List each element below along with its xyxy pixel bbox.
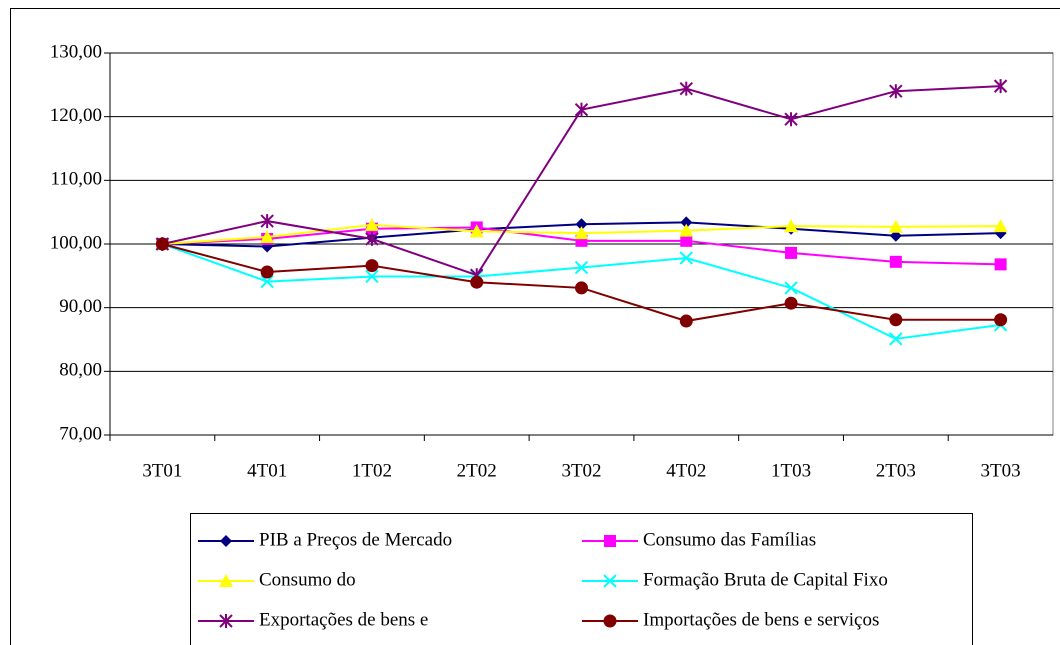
marker xyxy=(889,313,903,327)
marker xyxy=(784,296,798,310)
marker xyxy=(365,259,379,273)
marker xyxy=(994,313,1008,327)
y-tick-label: 70,00 xyxy=(59,423,102,444)
x-tick-label: 4T02 xyxy=(666,460,706,481)
marker xyxy=(889,332,903,346)
legend-label: Exportações de bens e xyxy=(259,609,428,630)
marker xyxy=(784,112,798,127)
marker xyxy=(364,217,379,231)
chart-frame xyxy=(10,8,1060,645)
marker xyxy=(219,614,233,628)
x-tick-label: 3T03 xyxy=(981,460,1021,481)
x-tick-label: 1T03 xyxy=(771,460,811,481)
marker xyxy=(889,255,902,268)
marker xyxy=(220,535,232,547)
marker xyxy=(260,229,275,243)
marker xyxy=(365,231,379,246)
marker xyxy=(784,219,799,233)
marker xyxy=(889,84,903,99)
marker xyxy=(603,614,617,628)
legend-label: Consumo das Famílias xyxy=(643,529,816,550)
marker xyxy=(994,258,1007,271)
legend-label: Consumo do xyxy=(259,569,356,590)
x-tick-label: 3T02 xyxy=(561,460,601,481)
y-tick-label: 130,00 xyxy=(50,41,102,62)
marker xyxy=(679,251,693,265)
marker xyxy=(993,219,1008,233)
marker xyxy=(574,260,589,275)
marker xyxy=(680,234,693,247)
x-tick-label: 1T02 xyxy=(352,460,392,481)
marker xyxy=(260,274,274,289)
y-tick-label: 90,00 xyxy=(59,296,102,317)
marker xyxy=(679,314,693,328)
marker xyxy=(260,214,274,229)
y-tick-label: 120,00 xyxy=(50,105,102,126)
y-tick-label: 100,00 xyxy=(50,232,102,253)
x-tick-label: 3T01 xyxy=(142,460,182,481)
x-tick-label: 2T03 xyxy=(876,460,916,481)
marker xyxy=(574,102,589,117)
legend-label: PIB a Preços de Mercado xyxy=(259,529,452,550)
marker xyxy=(469,224,484,238)
legend-label: Importações de bens e serviços xyxy=(643,609,879,630)
marker xyxy=(679,81,693,96)
marker xyxy=(784,281,798,295)
marker xyxy=(679,223,694,237)
y-tick-label: 110,00 xyxy=(50,169,102,190)
marker xyxy=(260,265,274,279)
marker xyxy=(470,275,484,289)
x-tick-label: 2T02 xyxy=(457,460,497,481)
legend-label: Formação Bruta de Capital Fixo xyxy=(643,569,888,590)
marker xyxy=(603,574,617,588)
marker xyxy=(785,246,798,259)
marker xyxy=(604,535,616,547)
marker xyxy=(219,574,233,587)
y-tick-label: 80,00 xyxy=(59,360,102,381)
marker xyxy=(575,281,588,295)
marker xyxy=(888,219,903,233)
marker xyxy=(155,237,169,251)
x-tick-label: 4T01 xyxy=(247,460,287,481)
marker xyxy=(365,269,379,284)
marker xyxy=(993,79,1008,94)
legend xyxy=(190,513,973,645)
marker xyxy=(680,216,693,229)
marker xyxy=(575,218,588,231)
marker xyxy=(574,226,589,240)
